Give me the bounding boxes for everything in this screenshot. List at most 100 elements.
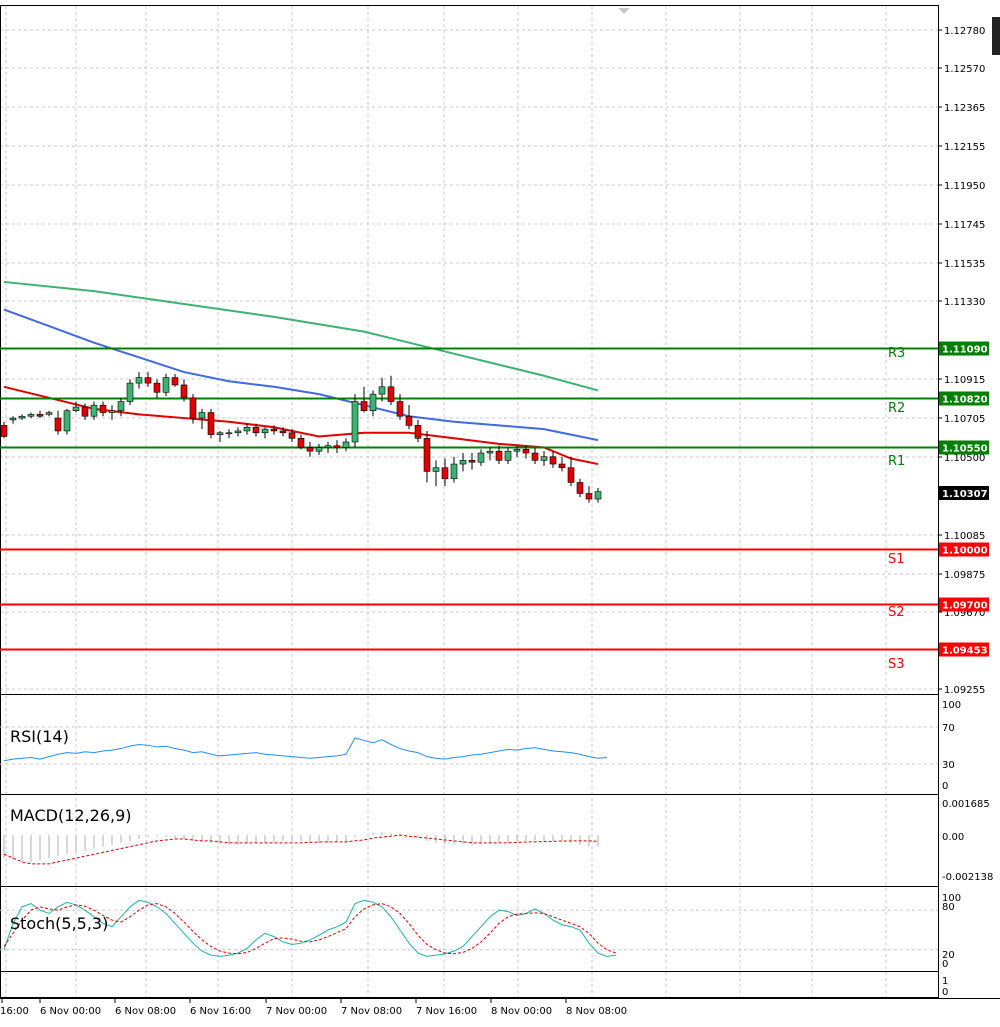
candle (594, 487, 602, 503)
stoch-tick-label: 80 (942, 902, 955, 913)
candle (36, 410, 44, 419)
price-tick-label: 1.11330 (944, 297, 985, 308)
candle (288, 429, 296, 442)
candle (63, 408, 71, 435)
level-label-s3: S3 (888, 657, 905, 672)
extra-panel: 10 (942, 976, 948, 998)
candle (153, 379, 161, 398)
level-tag-s1 (939, 542, 989, 557)
stoch-tick-label: 100 (942, 893, 961, 904)
candle (108, 405, 116, 420)
candle (360, 386, 368, 413)
time-tick-label: 7 Nov 08:00 (341, 1006, 402, 1017)
candle (540, 451, 548, 466)
candle (315, 443, 323, 455)
extra-tick-label: 1 (942, 976, 948, 987)
current-price-tag: 1.10307 (939, 486, 989, 500)
candle (405, 405, 413, 430)
rsi-tick-label: 30 (942, 760, 955, 771)
rsi-tick-label: 100 (942, 700, 961, 711)
price-tick-label: 1.10705 (944, 414, 985, 425)
time-tick-label: 8 Nov 00:00 (491, 1006, 552, 1017)
level-label-s1: S1 (888, 552, 905, 567)
support-resistance-levels: 1.11090 R3 1.10820 R2 1.10550 R1 1.10000 S1 1.09… (0, 341, 989, 672)
ma-slow-line (3, 280, 599, 392)
panel-borders (0, 5, 1000, 999)
candle (549, 451, 557, 468)
candle (567, 456, 575, 487)
level-price-r1: 1.10550 (942, 444, 988, 455)
stoch-tick-label: 20 (942, 950, 955, 961)
level-label-r3: R3 (888, 346, 905, 361)
shift-marker-icon[interactable] (618, 8, 630, 14)
extra-tick-label: 0 (942, 987, 948, 998)
candlesticks (0, 372, 602, 503)
price-tick-label: 1.11950 (944, 181, 985, 192)
candle (306, 441, 314, 457)
level-label-r2: R2 (888, 401, 905, 416)
price-tick-label: 1.12365 (944, 103, 985, 114)
stoch-tick-label: 0 (942, 959, 948, 970)
level-price-s3: 1.09453 (942, 646, 988, 657)
candle (81, 403, 89, 420)
time-tick-label: 6 Nov 16:00 (190, 1006, 251, 1017)
candle (171, 373, 179, 387)
candle (477, 449, 485, 466)
rsi-title: RSI(14) (10, 727, 69, 746)
level-tag-r1 (939, 440, 989, 455)
candle (9, 416, 17, 424)
level-label-s2: S2 (888, 605, 905, 620)
level-price-r3: 1.11090 (942, 345, 988, 356)
candle (126, 379, 134, 406)
price-tick-label: 1.09670 (944, 608, 985, 619)
level-price-r2: 1.10820 (942, 395, 988, 406)
candle (99, 401, 107, 417)
level-tag-r3 (939, 341, 989, 356)
macd-tick-label: 0.00 (942, 832, 964, 843)
scrollbar-tab[interactable] (992, 17, 1000, 55)
stoch-signal-line (3, 903, 617, 955)
candle (522, 445, 530, 459)
candle (225, 429, 233, 439)
level-label-r1: R1 (888, 454, 905, 469)
candle (279, 427, 287, 437)
time-axis: 16:00 6 Nov 00:00 6 Nov 08:00 6 Nov 16:00 7 … (0, 998, 627, 1017)
candle (414, 419, 422, 442)
price-tick-label: 1.12570 (944, 64, 985, 75)
price-tick-label: 1.12155 (944, 142, 985, 153)
candle (18, 414, 26, 420)
price-tick-label: 1.10915 (944, 375, 985, 386)
candle (180, 379, 188, 402)
candle (378, 377, 386, 402)
macd-panel: 0.001685 0.00 -0.002138 (3, 799, 993, 883)
level-price-s1: 1.10000 (942, 546, 988, 557)
time-tick-label: 8 Nov 08:00 (566, 1006, 627, 1017)
time-tick-label: 6 Nov 08:00 (115, 1006, 176, 1017)
candle (558, 456, 566, 472)
candle (333, 440, 341, 454)
time-tick-label: 7 Nov 00:00 (266, 1006, 327, 1017)
price-tick-label: 1.11745 (944, 220, 985, 231)
macd-title: MACD(12,26,9) (10, 806, 132, 825)
candle (297, 434, 305, 450)
level-tag-s3 (939, 642, 989, 657)
candle (351, 394, 359, 448)
price-tick-label: 1.11535 (944, 259, 985, 270)
price-tick-label: 1.10085 (944, 531, 985, 542)
candle (117, 397, 125, 417)
candle (45, 410, 53, 417)
price-tick-label: 1.10500 (944, 453, 985, 464)
rsi-tick-label: 0 (942, 781, 948, 792)
candle (423, 430, 431, 483)
level-tag-r2 (939, 391, 989, 406)
candle (396, 394, 404, 420)
price-tick-label: 1.12780 (944, 26, 985, 37)
grid-lines (0, 6, 938, 998)
candle (72, 401, 80, 413)
candle (0, 421, 8, 439)
candle (459, 453, 467, 472)
current-price-text: 1.10307 (942, 489, 988, 500)
